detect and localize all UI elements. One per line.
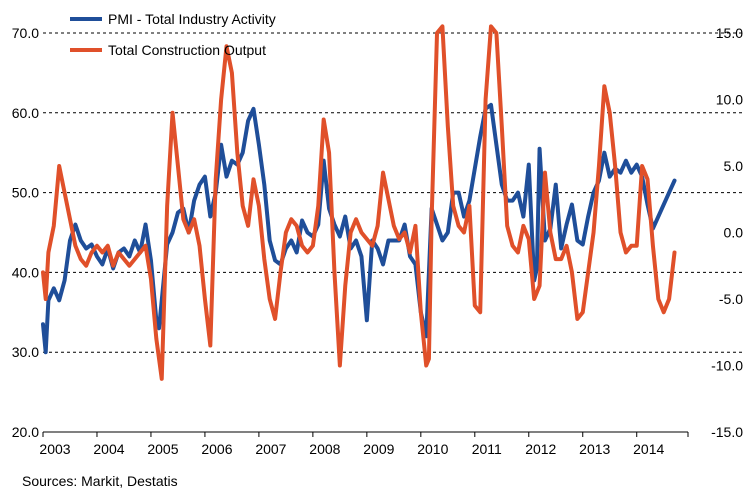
y-left-tick-label: 70.0 xyxy=(12,25,39,41)
grid xyxy=(43,32,743,353)
y-left-tick-label: 30.0 xyxy=(12,344,39,360)
legend-label: Total Construction Output xyxy=(108,42,266,58)
x-tick-label: 2014 xyxy=(633,441,664,457)
y-right-tick-label: 15.0 xyxy=(716,25,743,41)
series-line-pmi xyxy=(41,102,677,355)
x-tick-label: 2004 xyxy=(93,441,124,457)
y-right-tick-label: 0.0 xyxy=(724,225,744,241)
axes: 20.0 30.0 40.0 50.0 60.0 70.0 -15.0 -10.0 -5.0 0.… xyxy=(12,25,743,457)
x-tick-label: 2003 xyxy=(39,441,70,457)
x-tick-label: 2005 xyxy=(147,441,178,457)
y-left-tick-label: 50.0 xyxy=(12,185,39,201)
y-left-tick-label: 20.0 xyxy=(12,424,39,440)
x-tick-label: 2010 xyxy=(417,441,448,457)
y-left-tick-label: 60.0 xyxy=(12,105,39,121)
y-right-tick-label: 10.0 xyxy=(716,92,743,108)
y-right-tick-label: -15.0 xyxy=(711,424,743,440)
y-right-tick-label: -5.0 xyxy=(719,291,743,307)
legend-label: PMI - Total Industry Activity xyxy=(108,11,276,27)
x-tick-label: 2012 xyxy=(525,441,556,457)
series-layer xyxy=(41,24,677,381)
x-tick-label: 2007 xyxy=(255,441,286,457)
y-right-tick-label: 5.0 xyxy=(724,158,744,174)
x-tick-label: 2006 xyxy=(201,441,232,457)
x-tick-label: 2009 xyxy=(363,441,394,457)
y-left-tick-label: 40.0 xyxy=(12,264,39,280)
series-line-construction xyxy=(41,24,677,381)
x-tick-label: 2013 xyxy=(579,441,610,457)
x-tick-label: 2011 xyxy=(472,441,502,457)
y-right-tick-label: -10.0 xyxy=(711,358,743,374)
legend: PMI - Total Industry Activity Total Const… xyxy=(70,11,276,58)
source-note: Sources: Markit, Destatis xyxy=(22,473,178,489)
x-tick-label: 2008 xyxy=(309,441,340,457)
